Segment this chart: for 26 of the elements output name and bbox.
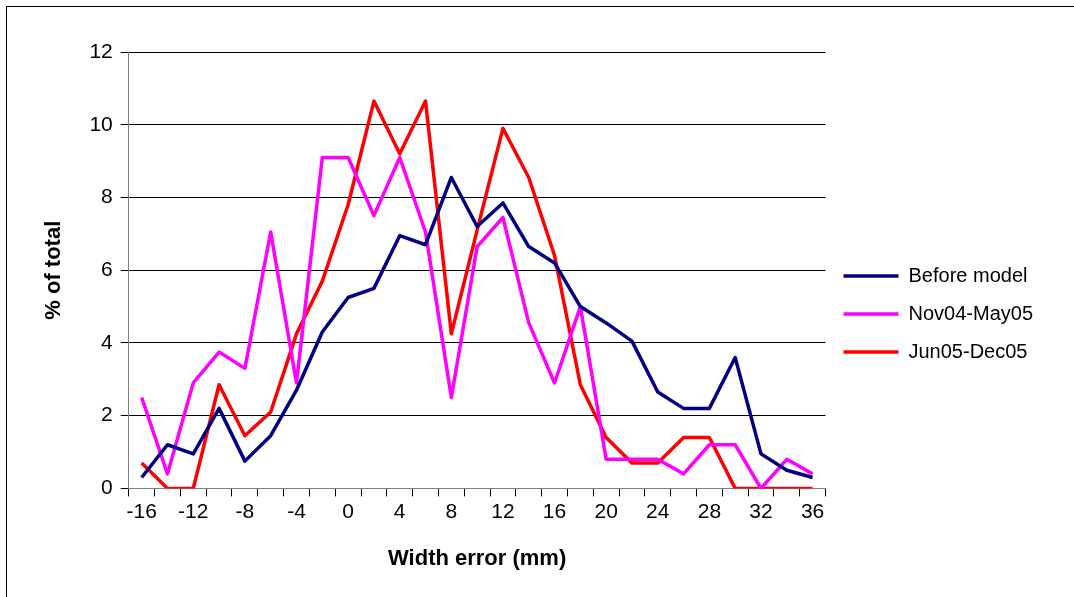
x-tick-label: 24 [646,498,670,522]
x-tick-label: -12 [178,498,209,522]
y-tick-label: 0 [101,475,113,499]
y-tick-label: 12 [89,38,113,62]
legend-label: Before model [908,263,1028,286]
x-tick-label: 4 [393,498,406,522]
x-tick-label: -4 [287,498,307,522]
x-tick-label: 0 [342,498,354,522]
y-tick-label: 6 [101,257,113,280]
y-tick-label: 4 [101,329,114,353]
x-axis-title: Width error (mm) [388,544,567,570]
y-tick-label: 10 [89,111,113,135]
x-tick-label: 16 [542,498,567,522]
x-tick-label: -16 [126,498,157,522]
x-tick-label: 32 [749,498,773,522]
legend-label: Nov04-May05 [908,301,1034,324]
x-tick-label: 8 [445,498,458,522]
y-tick-label: 2 [101,402,113,426]
y-tick-label: 8 [101,184,113,208]
x-tick-label: -8 [235,498,255,522]
x-tick-label: 12 [491,498,515,522]
x-tick-label: 20 [594,498,618,522]
legend-label: Jun05-Dec05 [908,339,1028,362]
x-tick-label: 28 [697,498,722,522]
x-tick-label: 36 [800,498,825,522]
y-axis-title: % of total [40,220,66,320]
